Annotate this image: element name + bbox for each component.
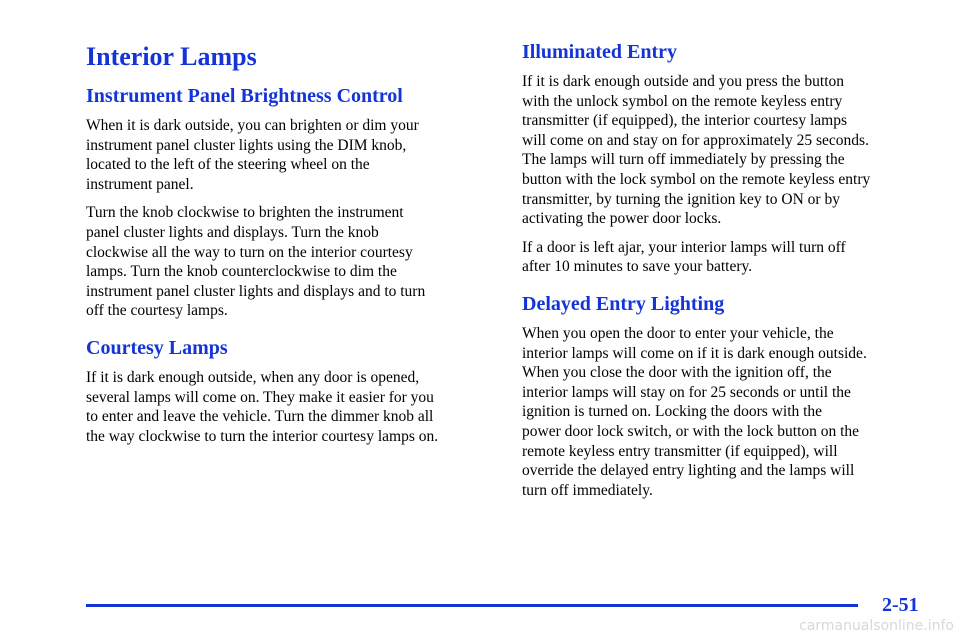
text-line: transmitter (if equipped), the interior … <box>522 112 847 130</box>
text-line: off the courtesy lamps. <box>86 302 228 320</box>
text-line: remote keyless entry transmitter (if equ… <box>522 442 838 460</box>
text-line: When you open the door to enter your veh… <box>522 324 834 342</box>
paragraph: Turn the knob clockwise to brighten the … <box>86 203 506 321</box>
text-line: The lamps will turn off immediately by p… <box>522 151 845 169</box>
text-line: instrument panel cluster lights and disp… <box>86 282 426 300</box>
text-line: to enter and leave the vehicle. Turn the… <box>86 408 434 426</box>
text-line: When it is dark outside, you can brighte… <box>86 117 419 134</box>
text-line: clockwise all the way to turn on the int… <box>86 243 413 261</box>
text-line: several lamps will come on. They make it… <box>86 388 434 406</box>
text-line: override the delayed entry lighting and … <box>522 462 855 480</box>
page-title: Interior Lamps <box>86 42 257 71</box>
text-line: with the unlock symbol on the remote key… <box>522 92 843 110</box>
section-heading: Delayed Entry Lighting <box>522 292 725 315</box>
text-line: instrument panel cluster lights using th… <box>86 136 407 154</box>
section-heading: Instrument Panel Brightness Control <box>86 85 403 107</box>
text-line: the way clockwise to turn the interior c… <box>86 427 439 445</box>
paragraph: If a door is left ajar, your interior la… <box>522 238 942 277</box>
text-line: ignition is turned on. Locking the doors… <box>522 403 823 421</box>
page-number: 2-51 <box>882 594 919 616</box>
text-line: If it is dark enough outside, when any d… <box>86 368 420 386</box>
text-line: interior lamps will stay on for 25 secon… <box>522 383 851 401</box>
paragraph: If it is dark enough outside, when any d… <box>86 368 506 446</box>
paragraph: When it is dark outside, you can brighte… <box>86 116 506 194</box>
text-line: Turn the knob clockwise to brighten the … <box>86 204 404 222</box>
text-line: will come on and stay on for approximate… <box>522 131 869 149</box>
text-line: instrument panel. <box>86 175 194 193</box>
text-line: transmitter, by turning the ignition key… <box>522 190 840 208</box>
text-line: lamps. Turn the knob counterclockwise to… <box>86 263 397 281</box>
text-line: activating the power door locks. <box>522 210 722 228</box>
section-heading: Courtesy Lamps <box>86 336 228 359</box>
text-line: power door lock switch, or with the lock… <box>522 422 860 440</box>
paragraph: If it is dark enough outside and you pre… <box>522 72 942 229</box>
text-line: panel cluster lights and displays. Turn … <box>86 223 379 241</box>
text-line: If it is dark enough outside and you pre… <box>522 73 845 90</box>
text-line: located to the left of the steering whee… <box>86 156 370 174</box>
section-heading: Illuminated Entry <box>522 41 678 63</box>
text-line: When you close the door with the ignitio… <box>522 364 832 382</box>
text-line: after 10 minutes to save your battery. <box>522 258 753 276</box>
text-line: button with the lock symbol on the remot… <box>522 170 871 188</box>
right-column: Illuminated Entry If it is dark enough ou… <box>522 40 942 509</box>
text-line: If a door is left ajar, your interior la… <box>522 238 846 256</box>
left-column: Interior Lamps Instrument Panel Brightne… <box>86 40 506 455</box>
paragraph: When you open the door to enter your veh… <box>522 324 942 500</box>
text-line: interior lamps will come on if it is dar… <box>522 344 867 362</box>
footer-rule <box>86 604 858 607</box>
watermark: carmanualsonline.info <box>799 618 954 634</box>
text-line: turn off immediately. <box>522 481 653 499</box>
